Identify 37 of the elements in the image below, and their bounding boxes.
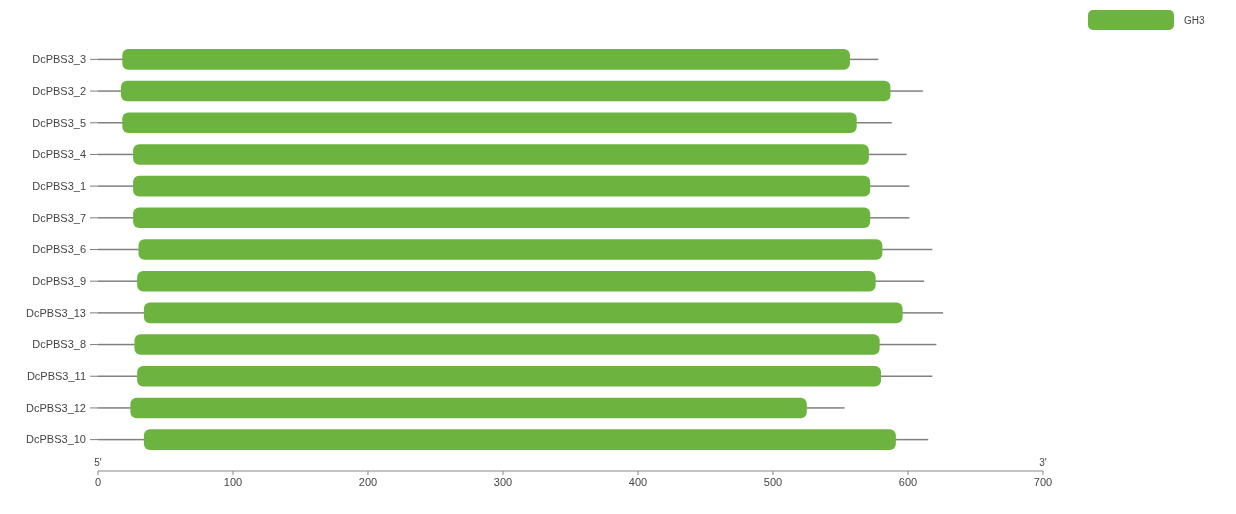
bar <box>143 302 903 324</box>
bar <box>137 270 876 292</box>
y-tick-label: DcPBS3_8 <box>32 338 86 351</box>
y-tick-label: DcPBS3_4 <box>32 148 86 161</box>
x-tick-label: 400 <box>628 476 648 488</box>
y-tick-label: DcPBS3_7 <box>32 211 86 224</box>
bar <box>134 334 880 355</box>
y-tick-label: DcPBS3_2 <box>32 84 86 97</box>
bar <box>120 80 891 102</box>
x-tick-label: 600 <box>898 476 918 488</box>
bar <box>122 112 857 134</box>
y-tick-label: DcPBS3_6 <box>32 243 86 256</box>
y-tick-label: DcPBS3_3 <box>32 53 86 66</box>
y-tick-label: DcPBS3_13 <box>26 306 86 319</box>
bar <box>137 365 881 387</box>
x-tick-label: 200 <box>358 476 378 488</box>
y-tick-label: DcPBS3_10 <box>26 433 86 446</box>
y-tick-label: DcPBS3_1 <box>32 179 86 192</box>
y-tick-label: DcPBS3_12 <box>26 401 86 414</box>
x-tick-label: 500 <box>763 476 783 488</box>
bar <box>133 144 869 165</box>
bar <box>133 175 871 197</box>
bar <box>133 207 871 229</box>
bar <box>122 49 850 70</box>
text: 5' <box>94 457 102 468</box>
y-tick-label: DcPBS3_11 <box>26 370 86 383</box>
text: GH3 <box>1184 14 1205 26</box>
x-tick-label: 700 <box>1033 476 1053 488</box>
x-tick-label: 100 <box>223 476 243 488</box>
y-tick-label: DcPBS3_5 <box>32 116 86 129</box>
bar <box>143 429 896 450</box>
text: 3' <box>1039 457 1047 468</box>
x-tick-label: 0 <box>94 476 102 488</box>
y-tick-label: DcPBS3_9 <box>32 275 86 288</box>
bar <box>138 239 883 260</box>
x-tick-label: 300 <box>493 476 513 488</box>
bar <box>130 397 807 419</box>
